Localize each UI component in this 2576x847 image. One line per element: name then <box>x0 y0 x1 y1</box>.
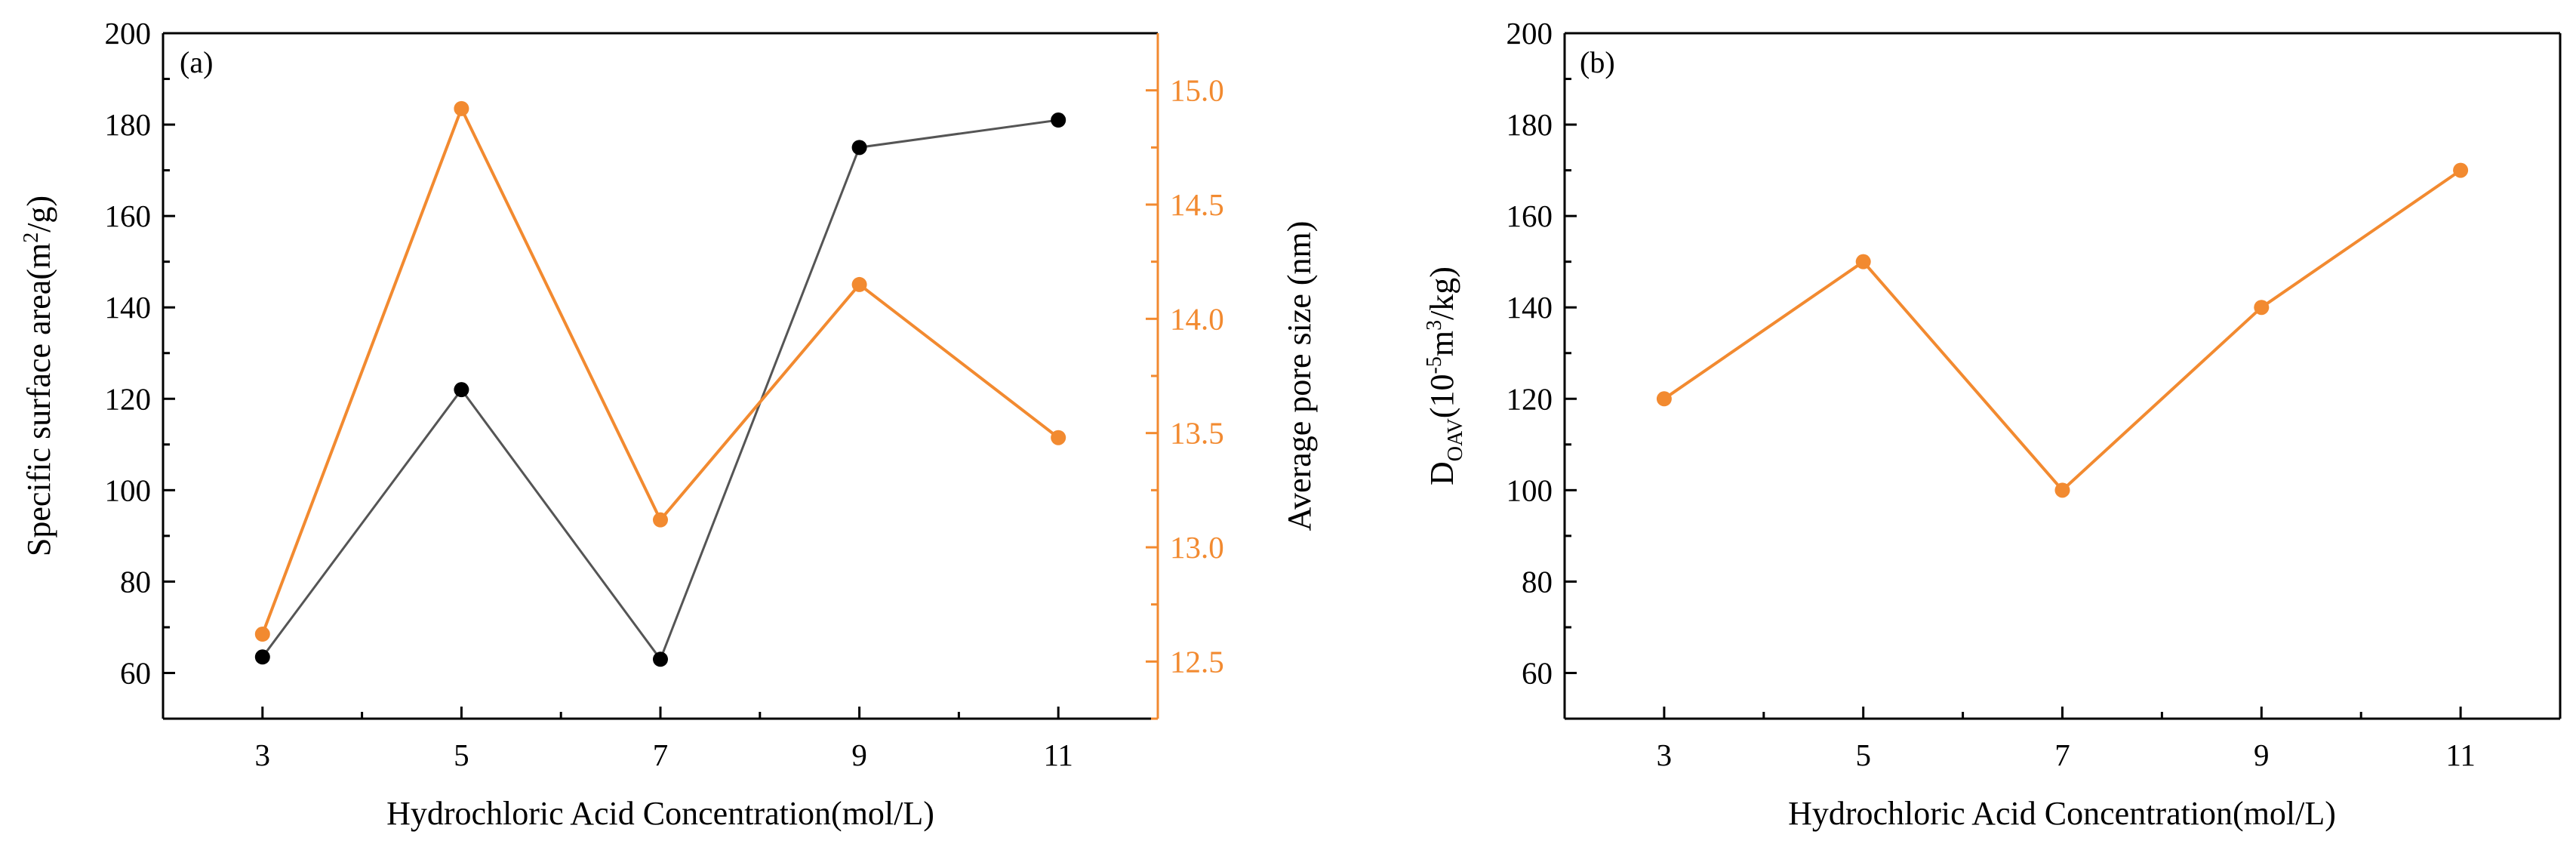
right-y-tick-label: 14.5 <box>1170 187 1224 222</box>
chart-panel-b: 60 80 100 120 140 160 180 200 3 5 7 9 11 (b) Hydroc… <box>1423 16 2562 832</box>
x-tick-label: 7 <box>2054 738 2070 772</box>
panel-label-b: (b) <box>1580 45 1615 79</box>
data-point <box>2254 300 2270 316</box>
right-y-axis-label-a: Average pore size (nm) <box>1281 221 1318 531</box>
left-y-axis-label-a: Specific surface area(m2/g) <box>20 196 57 556</box>
left-y-tick-label: 200 <box>105 16 152 51</box>
x-axis-label-a: Hydrochloric Acid Concentration(mol/L) <box>386 795 934 832</box>
left-y-tick-label: 80 <box>1522 564 1553 599</box>
left-y-label-main-b: D <box>1423 461 1460 485</box>
left-y-tick-label: 180 <box>105 107 152 142</box>
left-y-tick-label: 160 <box>1507 199 1553 233</box>
left-y-tick-label: 60 <box>1522 655 1553 690</box>
right-y-tick-label: 14.0 <box>1170 301 1224 336</box>
panel-label-a: (a) <box>180 45 213 79</box>
left-y-tick-label: 100 <box>1507 473 1553 507</box>
data-point <box>1855 254 1871 270</box>
series-group-a <box>254 100 1066 667</box>
left-y-label-end-b: /kg) <box>1423 266 1460 320</box>
x-tick-label: 11 <box>2445 738 2475 772</box>
x-tick-label: 3 <box>1657 738 1673 772</box>
x-tick-label: 3 <box>255 738 271 772</box>
series-line <box>260 104 1060 635</box>
data-point <box>254 649 270 665</box>
data-point <box>1656 391 1672 407</box>
x-axis-label-b: Hydrochloric Acid Concentration(mol/L) <box>1788 795 2336 832</box>
data-point <box>454 100 469 116</box>
right-y-tick-label: 15.0 <box>1170 73 1224 108</box>
left-y-tick-label: 60 <box>120 655 151 690</box>
data-point <box>851 276 867 292</box>
left-y-tick-label: 80 <box>120 564 151 599</box>
x-tick-label: 9 <box>2254 738 2270 772</box>
left-y-ticks-b: 60 80 100 120 140 160 180 200 <box>1507 16 1577 720</box>
left-y-tick-label: 140 <box>105 290 152 325</box>
left-y-ticks-a: 60 80 100 120 140 160 180 200 <box>105 16 175 720</box>
left-y-label-main-a: Specific surface area(m <box>20 243 57 556</box>
data-point <box>454 382 469 398</box>
data-point <box>2054 482 2070 498</box>
data-point <box>653 512 668 528</box>
x-tick-label: 11 <box>1043 738 1073 772</box>
left-y-tick-label: 120 <box>1507 381 1553 416</box>
left-y-axis-label-b: DOAV(10-5m3/kg) <box>1423 266 1467 485</box>
series-line <box>261 119 1059 662</box>
left-y-label-mid-b: (10 <box>1423 374 1460 418</box>
left-y-label-end-a: /g) <box>20 196 57 233</box>
right-y-tick-label: 13.0 <box>1170 530 1224 565</box>
data-point <box>254 627 270 642</box>
x-tick-label: 5 <box>1855 738 1871 772</box>
data-point <box>1051 430 1066 445</box>
x-tick-label: 7 <box>653 738 669 772</box>
right-y-tick-label: 12.5 <box>1170 644 1224 679</box>
left-y-tick-label: 200 <box>1507 16 1553 51</box>
data-point <box>2453 162 2469 178</box>
left-y-tick-label: 120 <box>105 381 152 416</box>
right-y-ticks-a: 12.5 13.0 13.5 14.0 14.5 15.0 <box>1146 73 1224 720</box>
left-y-label-sup-a: 2 <box>20 233 43 243</box>
left-y-tick-label: 160 <box>105 199 152 233</box>
data-point <box>851 140 867 156</box>
x-tick-label: 5 <box>454 738 469 772</box>
left-y-tick-label: 140 <box>1507 290 1553 325</box>
data-point <box>653 651 668 667</box>
x-ticks-b: 3 5 7 9 11 <box>1657 707 2476 772</box>
x-ticks-a: 3 5 7 9 11 <box>255 707 1073 772</box>
left-y-label-mid2-b: m <box>1423 331 1460 356</box>
left-y-tick-label: 180 <box>1507 107 1553 142</box>
left-y-tick-label: 100 <box>105 473 152 507</box>
left-y-label-sub-b: OAV <box>1444 418 1467 461</box>
series-group-b <box>1656 162 2469 498</box>
left-y-label-sup1-b: -5 <box>1423 356 1446 374</box>
data-point <box>1051 112 1066 128</box>
x-tick-label: 9 <box>851 738 867 772</box>
series-line <box>1663 168 2462 493</box>
left-y-label-sup2-b: 3 <box>1423 320 1446 331</box>
right-y-tick-label: 13.5 <box>1170 416 1224 451</box>
